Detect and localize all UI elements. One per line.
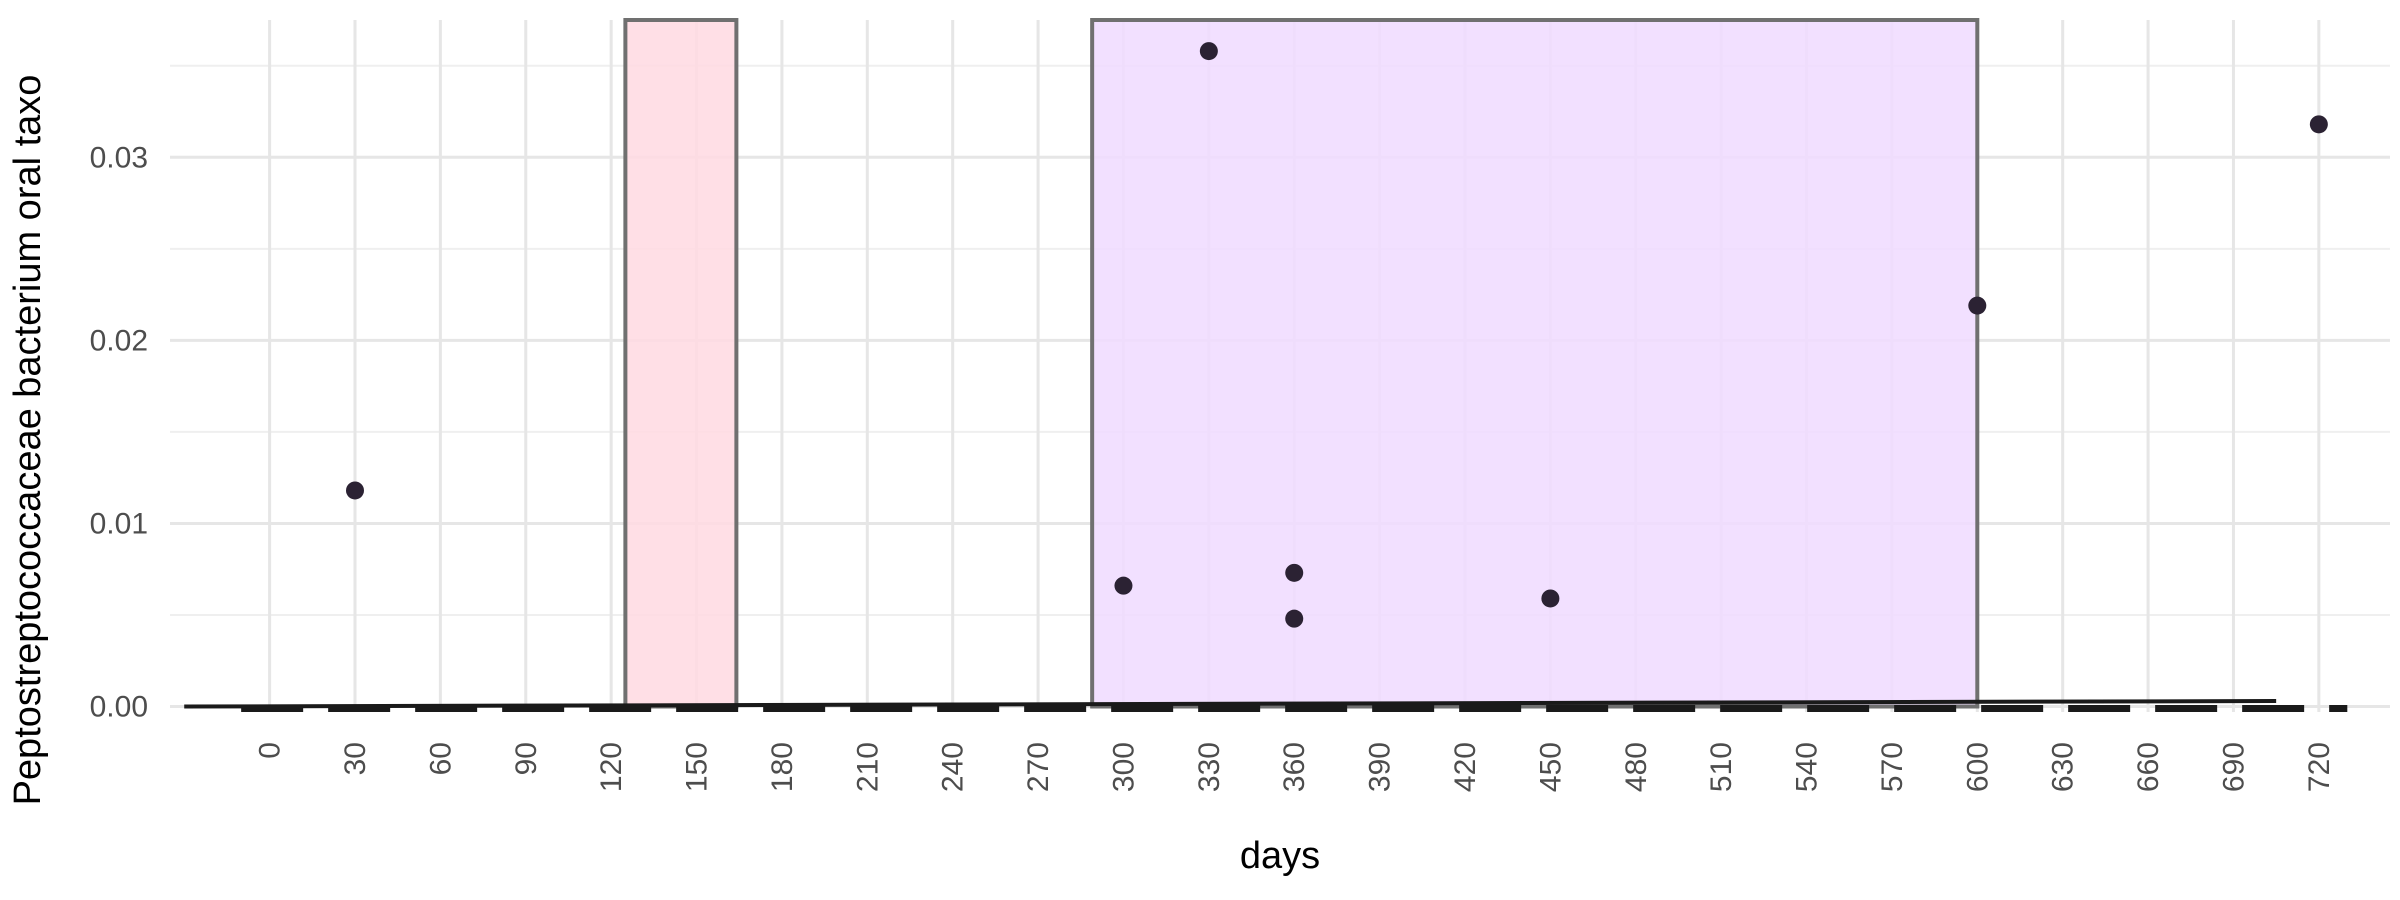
x-tick-label: 30	[339, 742, 372, 775]
x-tick-label: 270	[1022, 742, 1055, 792]
baseline-layer	[184, 699, 2348, 713]
x-tick-label: 600	[1961, 742, 1994, 792]
x-tick-label: 150	[681, 742, 714, 792]
x-tick-label: 60	[424, 742, 457, 775]
x-tick-label: 0	[254, 742, 287, 759]
x-tick-label: 240	[937, 742, 970, 792]
x-tick-label: 120	[595, 742, 628, 792]
data-point	[1541, 589, 1560, 608]
data-point	[1199, 42, 1218, 61]
y-tick-labels: 0.00 0.01 0.02 0.03	[90, 141, 148, 723]
x-tick-label: 720	[2303, 742, 2336, 792]
x-tick-label: 690	[2217, 742, 2250, 792]
x-tick-label: 660	[2132, 742, 2165, 792]
trend-line	[184, 699, 2277, 709]
y-tick-label: 0.02	[90, 324, 148, 357]
x-tick-label: 360	[1278, 742, 1311, 792]
y-tick-label: 0.01	[90, 507, 148, 540]
data-point	[1285, 563, 1304, 582]
data-point	[1114, 576, 1133, 595]
x-tick-label: 180	[766, 742, 799, 792]
shaded-region	[623, 18, 739, 709]
x-tick-label: 630	[2047, 742, 2080, 792]
data-point	[1968, 296, 1987, 315]
data-point	[1285, 609, 1304, 628]
x-tick-label: 390	[1364, 742, 1397, 792]
x-tick-label: 510	[1705, 742, 1738, 792]
x-tick-label: 300	[1107, 742, 1140, 792]
data-points	[346, 42, 2328, 628]
x-tick-labels: 0 30 60 90 120 150 180 210 240 270 300 330 360 390 420…	[254, 742, 2336, 792]
shaded-regions	[623, 18, 1980, 709]
data-point	[2309, 115, 2328, 134]
x-tick-label: 480	[1620, 742, 1653, 792]
x-tick-label: 540	[1791, 742, 1824, 792]
data-point	[346, 481, 364, 500]
x-tick-label: 570	[1876, 742, 1909, 792]
y-tick-label: 0.00	[90, 691, 148, 724]
x-tick-label: 90	[510, 742, 543, 775]
y-tick-label: 0.03	[90, 141, 148, 174]
y-axis-title: Peptostreptococcaceae bacterium oral tax…	[7, 75, 49, 806]
x-tick-label: 450	[1534, 742, 1567, 792]
x-tick-label: 420	[1449, 742, 1482, 792]
x-tick-label: 330	[1193, 742, 1226, 792]
x-axis-title: days	[1240, 835, 1320, 877]
shaded-region	[1090, 18, 1980, 709]
x-tick-label: 210	[851, 742, 884, 792]
